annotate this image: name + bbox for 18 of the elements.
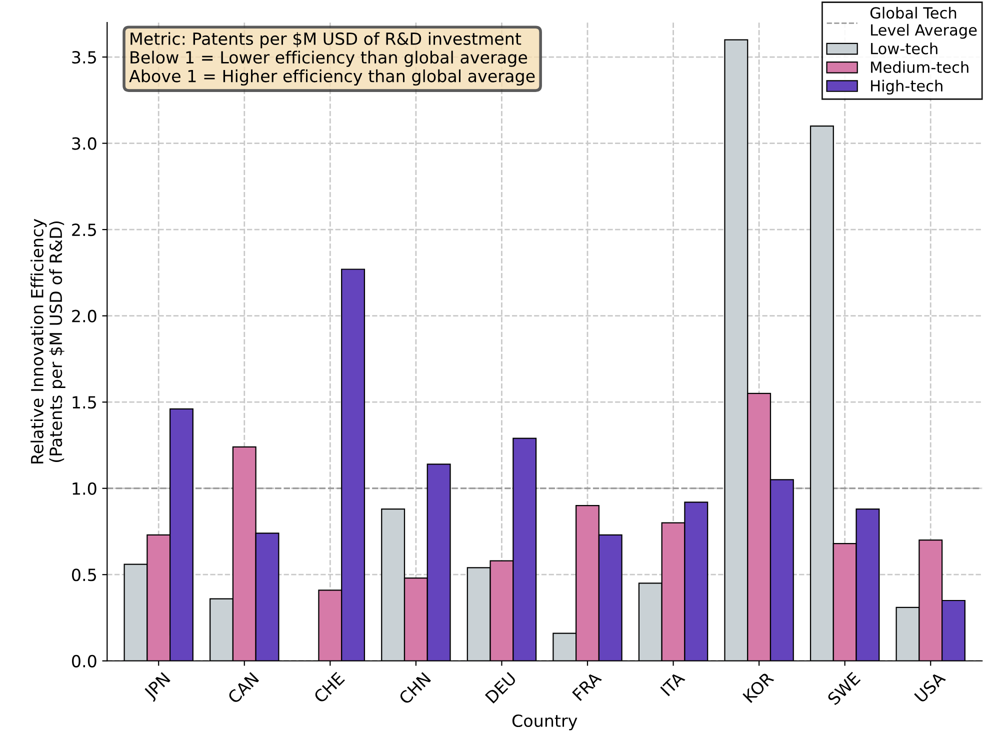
x-tick-label: ITA [660,671,686,696]
x-tick-label: FRA [572,671,602,701]
x-axis-title: Country [512,714,578,730]
y-tick-label: 2.0 [72,310,96,322]
y-tick-label: 0.5 [72,568,96,582]
legend-label: Medium-tech [871,61,968,73]
y-tick-label: 3.5 [72,51,96,64]
y-tick-label: 0.0 [72,654,96,668]
legend-label: Low-tech [871,42,938,54]
legend-label: Global Tech Level Average [870,6,977,39]
y-tick-label: 1.0 [72,482,96,495]
x-tick-label: USA [914,670,946,704]
y-axis-title: Relative Innovation Efficiency (Patents per $M USD of R&D) [30,218,66,464]
y-tick-label: 1.5 [72,396,96,409]
y-tick-label: 3.0 [72,137,96,150]
y-tick-label: 2.5 [72,224,96,236]
annotation: Metric: Patents per $M USD of R&D investment Below 1 = Lower efficiency than global average Above 1 = Higher efficiency than global average [129,32,535,86]
legend-label: High-tech [871,80,942,95]
